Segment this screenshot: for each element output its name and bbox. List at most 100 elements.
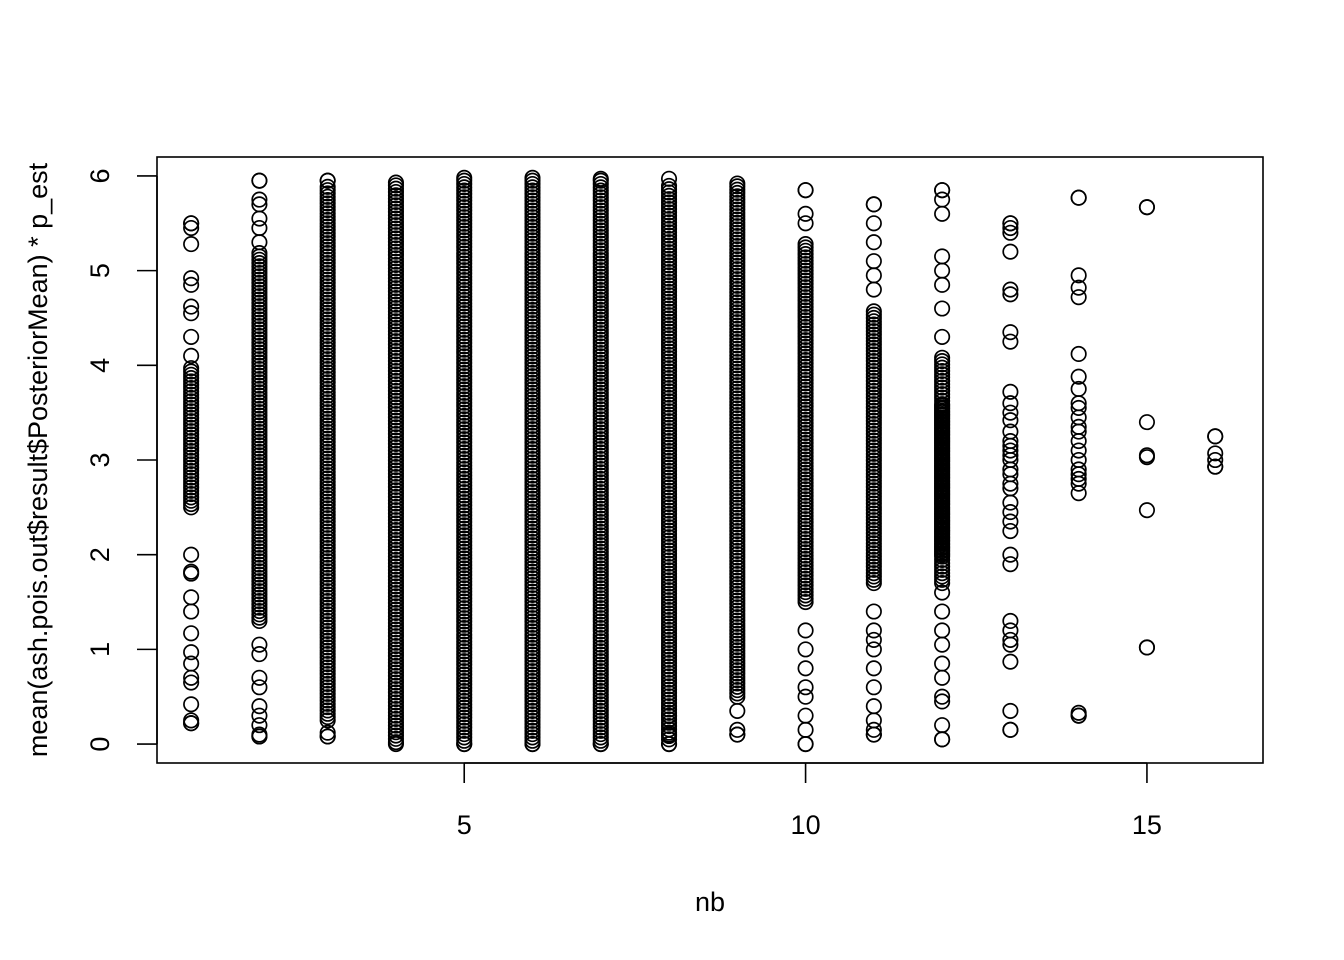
data-point [1002, 219, 1019, 237]
x-axis: 5 10 15 [457, 762, 1162, 840]
data-point [183, 563, 200, 580]
data-point [865, 253, 882, 270]
x-tick-label: 15 [1132, 810, 1162, 840]
data-point [1070, 418, 1087, 435]
data-point [934, 328, 951, 345]
data-point [934, 584, 951, 601]
data-point [865, 679, 882, 696]
data-point [1002, 281, 1019, 298]
data-point [865, 698, 882, 715]
data-point [1002, 622, 1019, 639]
y-tick-label: 6 [85, 168, 115, 183]
data-point [1070, 451, 1087, 469]
data-point [729, 726, 746, 743]
data-point [251, 707, 268, 724]
data-point [1002, 243, 1019, 260]
data-point [183, 715, 200, 732]
data-point [1070, 470, 1087, 487]
data-point [934, 636, 951, 653]
data-point [660, 177, 678, 194]
data-point [387, 174, 404, 191]
data-point [934, 655, 951, 672]
data-point [865, 215, 882, 232]
data-point [797, 236, 814, 253]
data-point [387, 736, 404, 753]
data-point [183, 674, 200, 691]
data-point [183, 215, 200, 232]
data-point [183, 305, 200, 322]
data-point [865, 196, 882, 213]
data-point [1002, 546, 1019, 563]
data-point [1138, 639, 1155, 656]
data-point [865, 721, 882, 738]
data-point [865, 303, 882, 320]
data-point [1002, 215, 1019, 232]
data-point [865, 267, 882, 284]
data-point [524, 736, 541, 753]
data-point [251, 191, 268, 208]
data-point [1002, 286, 1019, 303]
data-point [524, 169, 541, 186]
data-point [660, 726, 678, 743]
y-tick-label: 3 [85, 452, 115, 467]
data-point [1070, 279, 1087, 296]
data-point [865, 660, 882, 677]
x-tick-label: 10 [791, 810, 821, 840]
data-point [1002, 504, 1019, 521]
data-point [797, 641, 814, 658]
data-point [1002, 513, 1019, 530]
data-point [934, 349, 951, 366]
data-point [660, 170, 678, 187]
data-point [1002, 556, 1019, 573]
y-tick-label: 4 [85, 358, 115, 373]
data-point [934, 622, 951, 639]
data-point [865, 712, 882, 729]
data-point [1207, 458, 1224, 475]
data-point [1002, 383, 1019, 400]
data-point [1070, 267, 1087, 284]
data-point [456, 169, 473, 186]
data-point [183, 270, 200, 287]
data-point [1002, 224, 1019, 241]
data-point [319, 172, 336, 189]
data-point [729, 721, 746, 738]
data-point [865, 641, 882, 658]
data-point [934, 300, 951, 317]
data-point [934, 731, 951, 748]
data-point [934, 182, 951, 199]
data-point [729, 702, 746, 719]
data-point [1207, 451, 1224, 469]
data-point [797, 688, 814, 705]
data-point [1138, 447, 1155, 464]
data-point [934, 717, 951, 734]
data-point [1070, 189, 1087, 206]
data-point [797, 182, 814, 199]
data-point [1002, 333, 1019, 350]
data-point [1002, 404, 1019, 421]
data-point [183, 298, 200, 315]
data-point [251, 636, 268, 653]
data-point [797, 660, 814, 677]
data-point [251, 219, 268, 237]
data-point [1070, 399, 1087, 416]
data-point [251, 234, 268, 251]
y-tick-label: 1 [85, 642, 115, 657]
data-point [1070, 442, 1087, 459]
data-point [1138, 199, 1155, 216]
data-point [1002, 702, 1019, 719]
data-point [729, 175, 746, 192]
data-point [183, 603, 200, 620]
data-point [865, 281, 882, 298]
data-point [1002, 522, 1019, 540]
data-point [1002, 412, 1019, 429]
data-point [934, 205, 951, 222]
data-point [1002, 423, 1019, 440]
data-point [183, 236, 200, 253]
data-point [1002, 442, 1019, 459]
data-point [934, 603, 951, 620]
data-point [865, 631, 882, 648]
y-tick-label: 5 [85, 263, 115, 278]
x-axis-label: nb [695, 887, 725, 917]
data-point [251, 172, 268, 189]
